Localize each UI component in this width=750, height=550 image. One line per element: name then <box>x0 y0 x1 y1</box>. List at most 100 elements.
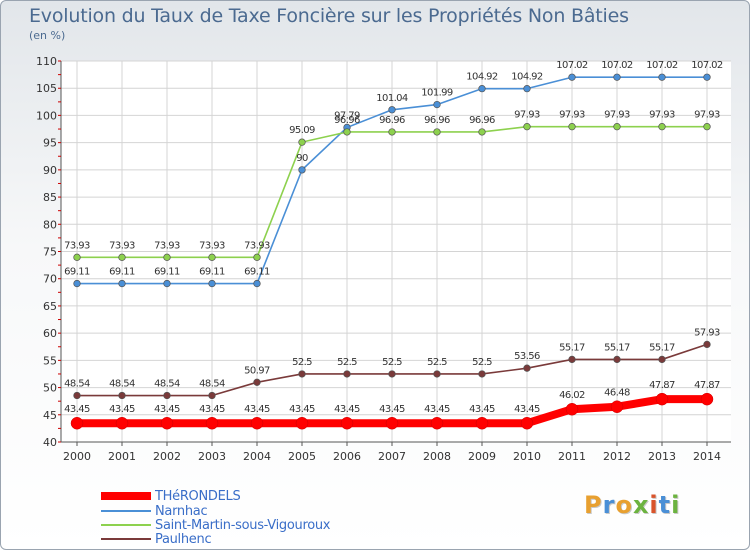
data-label-paulhenc: 48.54 <box>109 379 135 390</box>
y-tick-label: 65 <box>43 300 57 313</box>
data-label-saint-martin-sous-vigouroux: 96.96 <box>424 115 450 126</box>
data-label-th-rondels: 43.45 <box>154 404 180 415</box>
y-tick-label: 90 <box>43 164 57 177</box>
data-label-narnhac: 107.02 <box>646 60 678 71</box>
data-point-saint-martin-sous-vigouroux <box>73 253 81 261</box>
y-tick-label: 85 <box>43 191 57 204</box>
data-point-th-rondels <box>295 416 309 430</box>
data-label-narnhac: 69.11 <box>199 267 225 278</box>
x-tick-label: 2008 <box>423 450 451 463</box>
data-point-paulhenc <box>568 355 576 364</box>
data-label-narnhac: 101.04 <box>376 93 408 104</box>
y-tick-label: 60 <box>43 327 57 340</box>
logo-letter: t <box>658 491 672 519</box>
data-point-narnhac <box>118 279 126 288</box>
data-point-th-rondels <box>205 416 219 430</box>
data-label-th-rondels: 43.45 <box>289 404 315 415</box>
data-point-narnhac <box>613 73 621 81</box>
data-label-saint-martin-sous-vigouroux: 73.93 <box>244 240 270 251</box>
y-tick-label: 50 <box>43 382 57 395</box>
x-tick-label: 2011 <box>558 450 586 463</box>
data-point-saint-martin-sous-vigouroux <box>253 253 261 261</box>
data-point-saint-martin-sous-vigouroux <box>478 128 486 136</box>
data-point-narnhac <box>208 279 216 288</box>
data-label-narnhac: 69.11 <box>244 267 270 278</box>
y-tick-label: 95 <box>43 137 57 150</box>
data-label-narnhac: 107.02 <box>601 60 633 71</box>
data-point-th-rondels <box>700 392 714 406</box>
data-label-saint-martin-sous-vigouroux: 96.96 <box>379 115 405 126</box>
legend-label-saint-martin: Saint-Martin-sous-Vigouroux <box>155 517 331 533</box>
y-tick-label: 105 <box>36 82 57 95</box>
x-tick-label: 2010 <box>513 450 541 463</box>
y-tick-label: 40 <box>43 436 57 449</box>
data-label-narnhac: 97.79 <box>334 110 360 121</box>
proxiti-logo: Proxiti <box>584 491 680 519</box>
data-label-th-rondels: 43.45 <box>379 404 405 415</box>
data-label-narnhac: 107.02 <box>556 60 588 71</box>
data-label-paulhenc: 52.5 <box>427 357 447 368</box>
logo-letter: i <box>649 491 659 519</box>
legend-swatch-therondels <box>101 492 151 500</box>
data-point-saint-martin-sous-vigouroux <box>703 123 711 131</box>
data-label-narnhac: 101.99 <box>421 88 453 99</box>
data-label-paulhenc: 57.93 <box>694 327 720 338</box>
data-label-narnhac: 90 <box>296 153 308 164</box>
data-point-th-rondels <box>565 402 579 416</box>
data-label-paulhenc: 55.17 <box>559 342 585 353</box>
data-point-paulhenc <box>163 391 171 400</box>
data-label-paulhenc: 48.54 <box>154 379 180 390</box>
data-point-narnhac <box>568 73 576 81</box>
chart-title: Evolution du Taux de Taxe Foncière sur l… <box>29 5 629 27</box>
data-label-saint-martin-sous-vigouroux: 97.93 <box>649 110 675 121</box>
x-tick-label: 2012 <box>603 450 631 463</box>
data-point-narnhac <box>73 279 81 288</box>
data-point-saint-martin-sous-vigouroux <box>163 253 171 261</box>
data-label-paulhenc: 52.5 <box>472 357 492 368</box>
legend-label-narnhac: Narnhac <box>155 503 208 519</box>
data-point-narnhac <box>433 100 441 109</box>
data-label-saint-martin-sous-vigouroux: 73.93 <box>64 240 90 251</box>
data-point-narnhac <box>253 279 261 288</box>
logo-letter: P <box>584 491 603 519</box>
data-point-th-rondels <box>610 400 624 413</box>
legend-label-paulhenc: Paulhenc <box>155 531 212 547</box>
data-point-saint-martin-sous-vigouroux <box>118 253 126 261</box>
data-point-th-rondels <box>70 416 84 430</box>
data-label-saint-martin-sous-vigouroux: 73.93 <box>154 240 180 251</box>
y-tick-label: 70 <box>43 273 57 286</box>
data-label-narnhac: 104.92 <box>466 72 498 83</box>
data-label-paulhenc: 48.54 <box>199 379 225 390</box>
data-label-paulhenc: 48.54 <box>64 379 90 390</box>
legend-label-therondels: THéRONDELS <box>155 488 241 504</box>
legend-swatch-saint-martin <box>101 524 151 526</box>
data-point-saint-martin-sous-vigouroux <box>343 128 351 136</box>
data-point-paulhenc <box>253 378 261 386</box>
data-point-paulhenc <box>118 391 126 400</box>
data-label-saint-martin-sous-vigouroux: 97.93 <box>604 110 630 121</box>
data-point-narnhac <box>703 73 711 81</box>
data-label-narnhac: 69.11 <box>64 267 90 278</box>
data-point-th-rondels <box>520 416 534 430</box>
data-point-th-rondels <box>250 416 264 430</box>
data-point-saint-martin-sous-vigouroux <box>658 123 666 131</box>
data-point-paulhenc <box>703 340 711 349</box>
logo-letter: x <box>632 491 650 519</box>
data-point-narnhac <box>163 279 171 288</box>
x-tick-label: 2002 <box>153 450 181 463</box>
data-point-saint-martin-sous-vigouroux <box>613 123 621 131</box>
data-label-paulhenc: 52.5 <box>382 357 402 368</box>
data-point-paulhenc <box>343 370 351 378</box>
data-point-saint-martin-sous-vigouroux <box>298 138 306 146</box>
data-point-saint-martin-sous-vigouroux <box>523 123 531 131</box>
data-label-paulhenc: 52.5 <box>337 357 357 368</box>
x-tick-label: 2014 <box>693 450 721 463</box>
data-point-th-rondels <box>385 416 399 430</box>
data-label-paulhenc: 53.56 <box>514 351 540 362</box>
x-tick-label: 2009 <box>468 450 496 463</box>
logo-letter: o <box>615 491 633 519</box>
data-point-paulhenc <box>73 391 81 400</box>
y-tick-label: 55 <box>43 354 57 367</box>
data-point-paulhenc <box>523 364 531 372</box>
